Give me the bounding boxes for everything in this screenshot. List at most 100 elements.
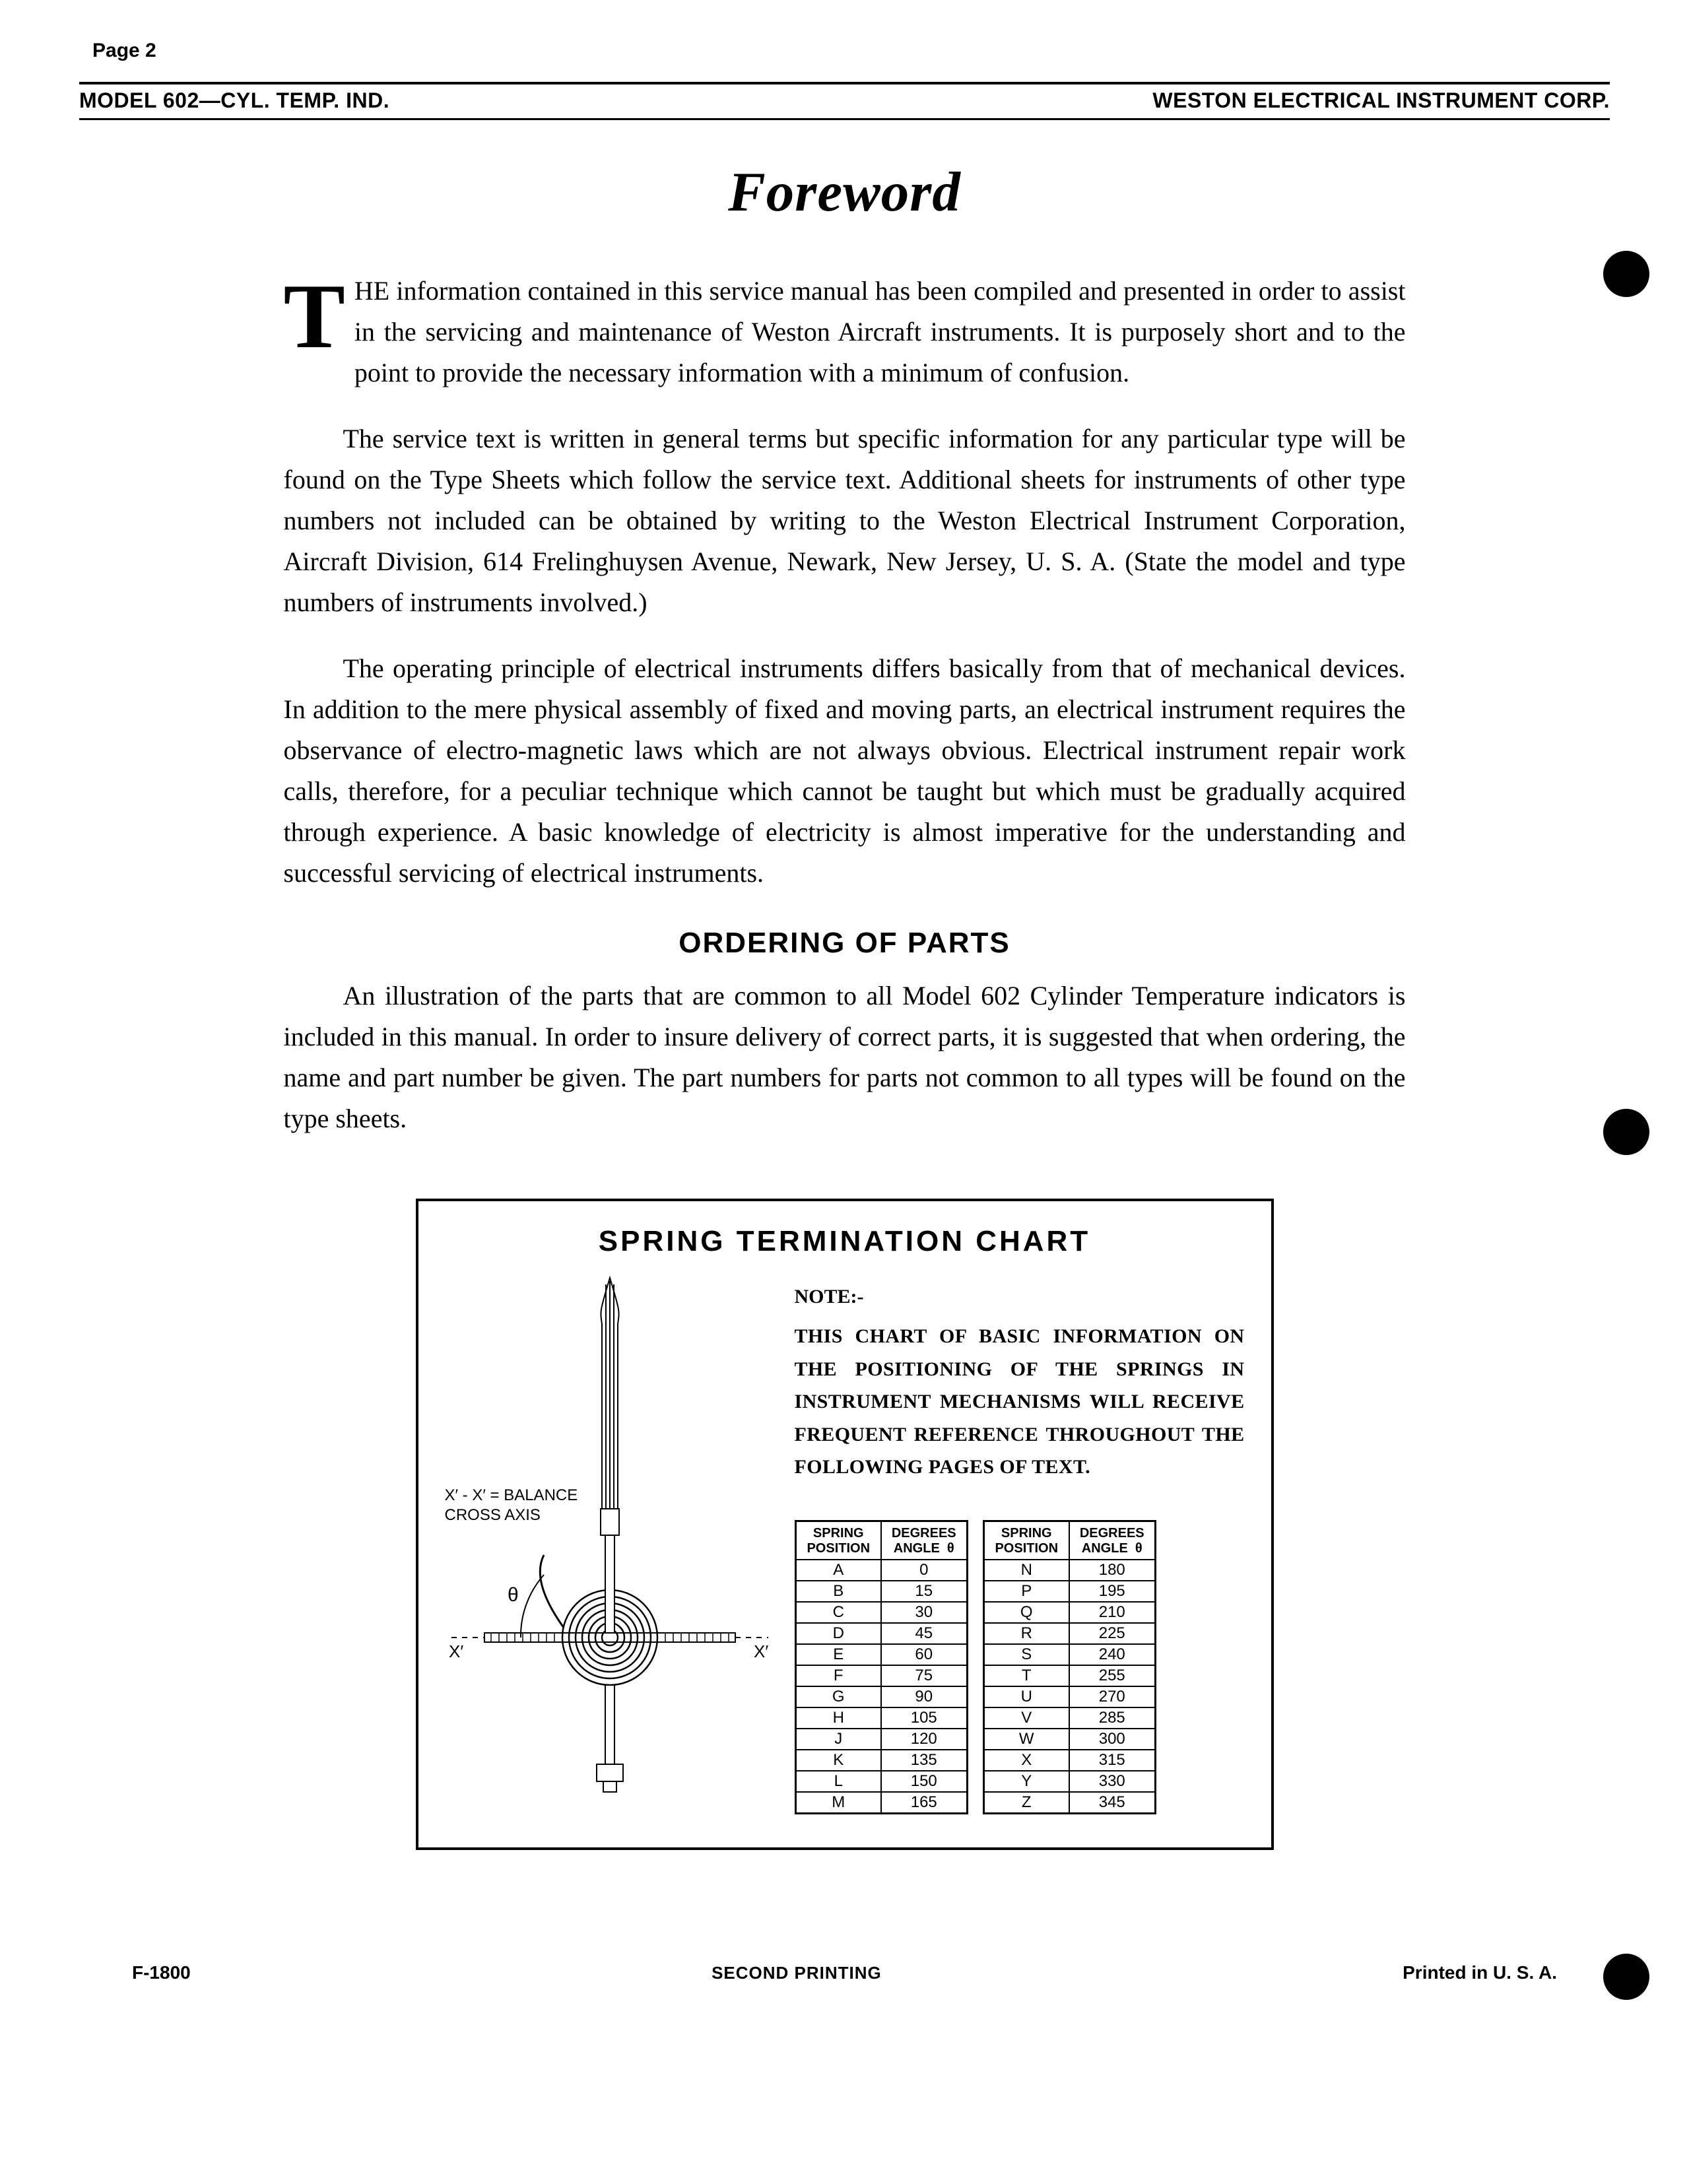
footer-center: SECOND PRINTING bbox=[712, 1963, 882, 1983]
table-row: U270 bbox=[983, 1686, 1155, 1707]
page-footer: F-1800 SECOND PRINTING Printed in U. S. … bbox=[79, 1962, 1610, 1983]
foreword-para-2: The service text is written in general t… bbox=[284, 418, 1406, 623]
table-row: M165 bbox=[795, 1792, 967, 1814]
header-left: MODEL 602—CYL. TEMP. IND. bbox=[79, 88, 389, 113]
table-cell: 90 bbox=[881, 1686, 967, 1707]
table-row: A0 bbox=[795, 1560, 967, 1581]
table-cell: 285 bbox=[1069, 1707, 1155, 1729]
table-cell: P bbox=[983, 1581, 1069, 1602]
table-cell: S bbox=[983, 1644, 1069, 1665]
table-row: T255 bbox=[983, 1665, 1155, 1686]
th-spring-position: SPRINGPOSITION bbox=[795, 1521, 881, 1560]
chart-title: SPRING TERMINATION CHART bbox=[418, 1201, 1271, 1271]
spring-table-left: SPRINGPOSITION DEGREESANGLE θ A0B15C30D4… bbox=[795, 1520, 968, 1814]
para-text: HE information contained in this service… bbox=[354, 276, 1406, 387]
para-text: The service text is written in general t… bbox=[284, 424, 1406, 617]
table-cell: 15 bbox=[881, 1581, 967, 1602]
table-row: W300 bbox=[983, 1729, 1155, 1750]
table-row: Q210 bbox=[983, 1602, 1155, 1623]
footer-right: Printed in U. S. A. bbox=[1403, 1962, 1557, 1983]
table-cell: N bbox=[983, 1560, 1069, 1581]
table-row: F75 bbox=[795, 1665, 967, 1686]
th-degrees-angle: DEGREESANGLE θ bbox=[1069, 1521, 1155, 1560]
table-row: H105 bbox=[795, 1707, 967, 1729]
spring-table-right: SPRINGPOSITION DEGREESANGLE θ N180P195Q2… bbox=[983, 1520, 1156, 1814]
table-cell: V bbox=[983, 1707, 1069, 1729]
table-row: D45 bbox=[795, 1623, 967, 1644]
punch-hole bbox=[1603, 1954, 1649, 2000]
section-heading: ORDERING OF PARTS bbox=[284, 927, 1406, 960]
table-cell: 120 bbox=[881, 1729, 967, 1750]
spring-tables: SPRINGPOSITION DEGREESANGLE θ A0B15C30D4… bbox=[795, 1520, 1245, 1814]
running-header: MODEL 602—CYL. TEMP. IND. WESTON ELECTRI… bbox=[79, 84, 1610, 120]
table-row: S240 bbox=[983, 1644, 1155, 1665]
table-cell: L bbox=[795, 1771, 881, 1792]
table-cell: 30 bbox=[881, 1602, 967, 1623]
table-cell: A bbox=[795, 1560, 881, 1581]
table-cell: C bbox=[795, 1602, 881, 1623]
page-number: Page 2 bbox=[92, 40, 1610, 62]
table-cell: 45 bbox=[881, 1623, 967, 1644]
table-cell: 180 bbox=[1069, 1560, 1155, 1581]
table-row: G90 bbox=[795, 1686, 967, 1707]
axis-label: X′ - X′ = BALANCE CROSS AXIS bbox=[445, 1486, 590, 1525]
table-cell: 315 bbox=[1069, 1750, 1155, 1771]
table-row: Y330 bbox=[983, 1771, 1155, 1792]
th-degrees-angle: DEGREESANGLE θ bbox=[881, 1521, 967, 1560]
table-cell: Z bbox=[983, 1792, 1069, 1814]
table-cell: 150 bbox=[881, 1771, 967, 1792]
axis-label-line1: X′ - X′ = BALANCE bbox=[445, 1486, 578, 1504]
punch-hole bbox=[1603, 1109, 1649, 1155]
page-title: Foreword bbox=[284, 160, 1406, 224]
table-cell: 225 bbox=[1069, 1623, 1155, 1644]
table-row: J120 bbox=[795, 1729, 967, 1750]
table-cell: 0 bbox=[881, 1560, 967, 1581]
spring-termination-chart: SPRING TERMINATION CHART X′ - X′ = BALAN… bbox=[416, 1199, 1274, 1850]
table-cell: 300 bbox=[1069, 1729, 1155, 1750]
table-row: P195 bbox=[983, 1581, 1155, 1602]
table-cell: 105 bbox=[881, 1707, 967, 1729]
table-cell: K bbox=[795, 1750, 881, 1771]
footer-left: F-1800 bbox=[132, 1962, 191, 1983]
table-cell: 75 bbox=[881, 1665, 967, 1686]
table-cell: R bbox=[983, 1623, 1069, 1644]
table-row: R225 bbox=[983, 1623, 1155, 1644]
note-heading: NOTE:- bbox=[795, 1286, 1245, 1308]
para-text: The operating principle of electrical in… bbox=[284, 653, 1406, 888]
table-row: Z345 bbox=[983, 1792, 1155, 1814]
table-cell: J bbox=[795, 1729, 881, 1750]
th-spring-position: SPRINGPOSITION bbox=[983, 1521, 1069, 1560]
x-prime-right: X′ bbox=[754, 1641, 768, 1661]
foreword-para-1: T HE information contained in this servi… bbox=[284, 271, 1406, 393]
para-text: An illustration of the parts that are co… bbox=[284, 981, 1406, 1133]
table-row: N180 bbox=[983, 1560, 1155, 1581]
table-cell: 330 bbox=[1069, 1771, 1155, 1792]
axis-label-line2: CROSS AXIS bbox=[445, 1506, 541, 1524]
header-right: WESTON ELECTRICAL INSTRUMENT CORP. bbox=[1152, 88, 1610, 113]
theta-label: θ bbox=[508, 1584, 519, 1606]
table-cell: 195 bbox=[1069, 1581, 1155, 1602]
ordering-para: An illustration of the parts that are co… bbox=[284, 976, 1406, 1139]
table-row: B15 bbox=[795, 1581, 967, 1602]
table-cell: E bbox=[795, 1644, 881, 1665]
note-body: THIS CHART OF BASIC INFORMATION ON THE P… bbox=[795, 1320, 1245, 1484]
table-cell: 60 bbox=[881, 1644, 967, 1665]
table-row: E60 bbox=[795, 1644, 967, 1665]
table-row: K135 bbox=[795, 1750, 967, 1771]
table-cell: 165 bbox=[881, 1792, 967, 1814]
table-cell: U bbox=[983, 1686, 1069, 1707]
table-row: C30 bbox=[795, 1602, 967, 1623]
table-cell: W bbox=[983, 1729, 1069, 1750]
table-cell: B bbox=[795, 1581, 881, 1602]
table-cell: 210 bbox=[1069, 1602, 1155, 1623]
x-prime-left: X′ bbox=[449, 1641, 463, 1661]
table-cell: G bbox=[795, 1686, 881, 1707]
table-cell: 345 bbox=[1069, 1792, 1155, 1814]
table-cell: T bbox=[983, 1665, 1069, 1686]
dropcap: T bbox=[284, 271, 354, 356]
table-cell: 255 bbox=[1069, 1665, 1155, 1686]
punch-hole bbox=[1603, 251, 1649, 297]
table-cell: 135 bbox=[881, 1750, 967, 1771]
table-row: X315 bbox=[983, 1750, 1155, 1771]
table-cell: M bbox=[795, 1792, 881, 1814]
